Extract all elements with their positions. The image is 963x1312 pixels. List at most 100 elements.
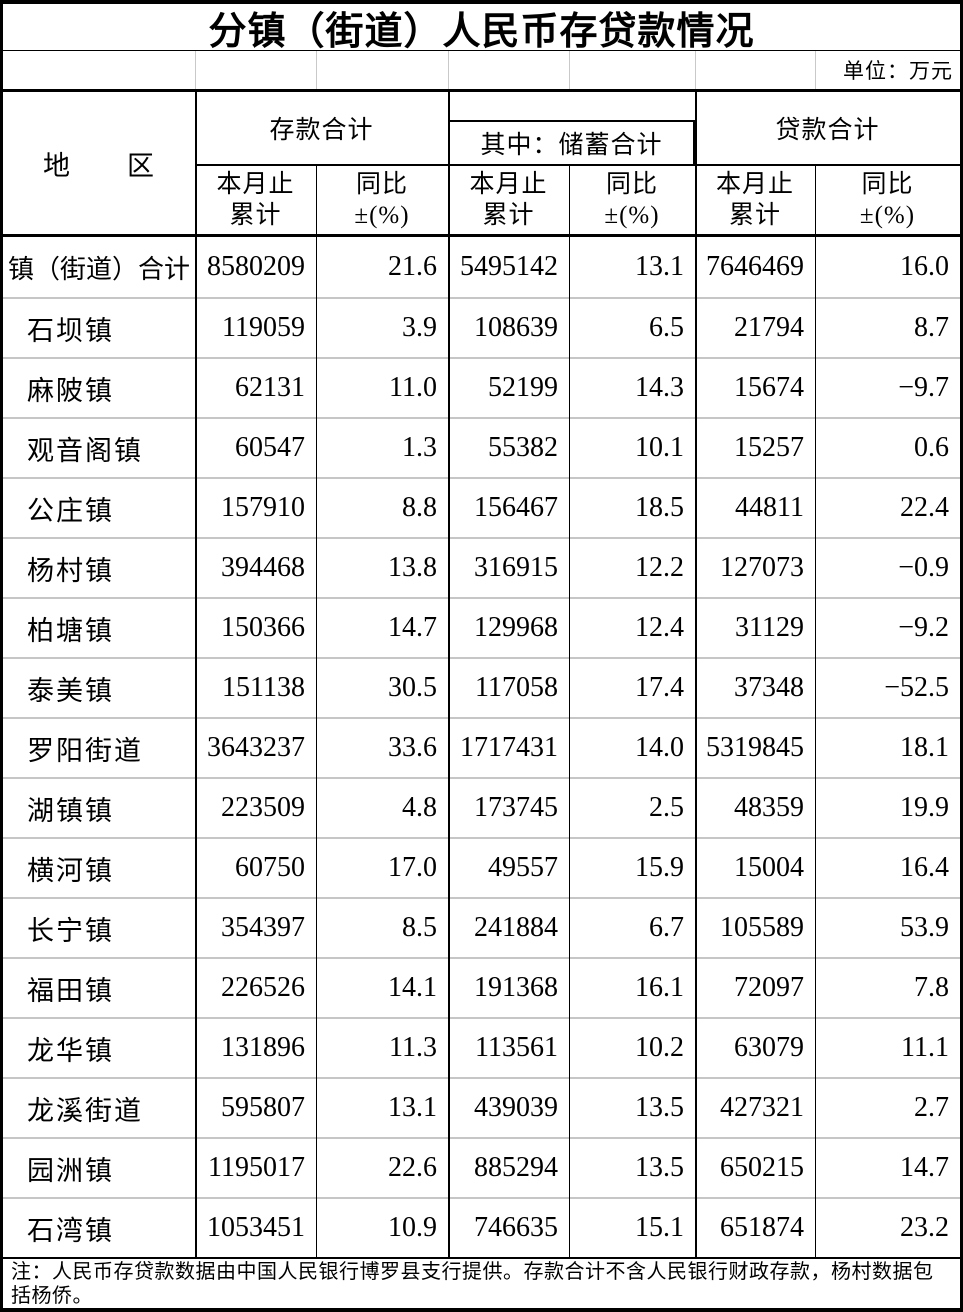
header-divider [195, 164, 960, 166]
table-row: 石湾镇 1053451 10.9 746635 15.1 651874 23.2 [3, 1197, 960, 1257]
value-cell: 63079 [734, 1032, 804, 1063]
table-row: 石坝镇 119059 3.9 108639 6.5 21794 8.7 [3, 297, 960, 357]
value-cell: 30.5 [388, 672, 437, 703]
value-cell: 44811 [735, 492, 804, 523]
value-cell: 2.7 [914, 1092, 949, 1123]
unit-label: 单位：万元 [843, 59, 953, 83]
header-line: ±(%) [859, 202, 916, 229]
value-cell: 0.6 [914, 432, 949, 463]
value-cell: 241884 [474, 912, 558, 943]
value-cell: 16.4 [900, 852, 949, 883]
value-cell: 1717431 [460, 732, 558, 763]
table-row: 麻陂镇 62131 11.0 52199 14.3 15674 −9.7 [3, 357, 960, 417]
value-cell: 354397 [221, 912, 305, 943]
region-cell: 泰美镇 [27, 675, 114, 706]
region-cell: 观音阁镇 [27, 435, 143, 466]
value-cell: 11.1 [901, 1032, 949, 1063]
value-cell: 226526 [221, 972, 305, 1003]
value-cell: 7646469 [706, 251, 804, 282]
header-line: ±(%) [354, 202, 410, 229]
value-cell: 105589 [720, 912, 804, 943]
value-cell: −9.7 [898, 372, 949, 403]
header-line: 累计 [728, 202, 781, 229]
page-title: 分镇（街道）人民币存贷款情况 [3, 4, 960, 53]
region-cell: 福田镇 [27, 975, 114, 1006]
value-cell: 23.2 [900, 1212, 949, 1243]
value-cell: 10.2 [635, 1032, 684, 1063]
value-cell: 151138 [222, 672, 305, 703]
region-cell: 龙溪街道 [27, 1095, 143, 1126]
value-cell: 17.4 [635, 672, 684, 703]
value-cell: 62131 [235, 372, 305, 403]
table-row: 观音阁镇 60547 1.3 55382 10.1 15257 0.6 [3, 417, 960, 477]
column-header-region: 地 区 [43, 150, 155, 181]
value-cell: 316915 [474, 552, 558, 583]
value-cell: 21794 [734, 312, 804, 343]
value-cell: 150366 [221, 612, 305, 643]
table-body: 镇（街道）合计 8580209 21.6 5495142 13.1 7646469 16.0… [3, 237, 960, 1257]
region-cell: 镇（街道）合计 [8, 254, 191, 284]
value-cell: 17.0 [388, 852, 437, 883]
region-cell: 麻陂镇 [27, 375, 114, 406]
value-cell: 15257 [734, 432, 804, 463]
value-cell: 60750 [235, 852, 305, 883]
grid-line [815, 51, 816, 89]
value-cell: 15004 [734, 852, 804, 883]
value-cell: 3643237 [207, 732, 305, 763]
column-header-savings-yoy: 同比 ±(%) [569, 166, 695, 234]
value-cell: 113561 [475, 1032, 558, 1063]
value-cell: 129968 [474, 612, 558, 643]
value-cell: 48359 [734, 792, 804, 823]
header-grid-line [815, 166, 816, 234]
value-cell: 5495142 [460, 251, 558, 282]
value-cell: 1053451 [207, 1212, 305, 1243]
value-cell: 8.5 [402, 912, 437, 943]
grid-line [448, 51, 449, 89]
value-cell: 13.1 [635, 251, 684, 282]
value-cell: 49557 [488, 852, 558, 883]
value-cell: 11.0 [389, 372, 437, 403]
footnote: 注：人民币存贷款数据由中国人民银行博罗县支行提供。存款合计不含人民银行财政存款，… [3, 1257, 960, 1308]
region-cell: 龙华镇 [27, 1035, 114, 1066]
table-row: 镇（街道）合计 8580209 21.6 5495142 13.1 7646469 16.0 [3, 237, 960, 297]
header-line: 同比 [605, 171, 658, 198]
header-line: 累计 [229, 202, 282, 229]
region-cell: 柏塘镇 [27, 615, 114, 646]
region-cell: 横河镇 [27, 855, 114, 886]
header-grid-line [695, 92, 697, 234]
value-cell: 6.7 [649, 912, 684, 943]
value-cell: 13.8 [388, 552, 437, 583]
value-cell: 173745 [474, 792, 558, 823]
header-line: 同比 [355, 171, 408, 198]
header-line: 本月止 [469, 171, 548, 198]
value-cell: 6.5 [649, 312, 684, 343]
value-cell: 4.8 [402, 792, 437, 823]
value-cell: 746635 [474, 1212, 558, 1243]
table-row: 园洲镇 1195017 22.6 885294 13.5 650215 14.7 [3, 1137, 960, 1197]
value-cell: 156467 [474, 492, 558, 523]
value-cell: 14.3 [635, 372, 684, 403]
value-cell: 13.1 [388, 1092, 437, 1123]
table-row: 公庄镇 157910 8.8 156467 18.5 44811 22.4 [3, 477, 960, 537]
value-cell: 651874 [720, 1212, 804, 1243]
column-header-savings-cumulative: 本月止 累计 [448, 166, 569, 234]
header-line: 本月止 [216, 171, 295, 198]
value-cell: 650215 [720, 1152, 804, 1183]
value-cell: 12.2 [635, 552, 684, 583]
table-row: 横河镇 60750 17.0 49557 15.9 15004 16.4 [3, 837, 960, 897]
value-cell: 19.9 [900, 792, 949, 823]
table-row: 柏塘镇 150366 14.7 129968 12.4 31129 −9.2 [3, 597, 960, 657]
value-cell: 2.5 [649, 792, 684, 823]
value-cell: 33.6 [388, 732, 437, 763]
value-cell: 108639 [474, 312, 558, 343]
value-cell: 53.9 [900, 912, 949, 943]
value-cell: 223509 [221, 792, 305, 823]
value-cell: 55382 [488, 432, 558, 463]
value-cell: 60547 [235, 432, 305, 463]
value-cell: 427321 [720, 1092, 804, 1123]
value-cell: 191368 [474, 972, 558, 1003]
region-cell: 杨村镇 [27, 555, 114, 586]
value-cell: 12.4 [635, 612, 684, 643]
region-cell: 石湾镇 [27, 1215, 114, 1246]
unit-row: 单位：万元 [3, 51, 960, 92]
